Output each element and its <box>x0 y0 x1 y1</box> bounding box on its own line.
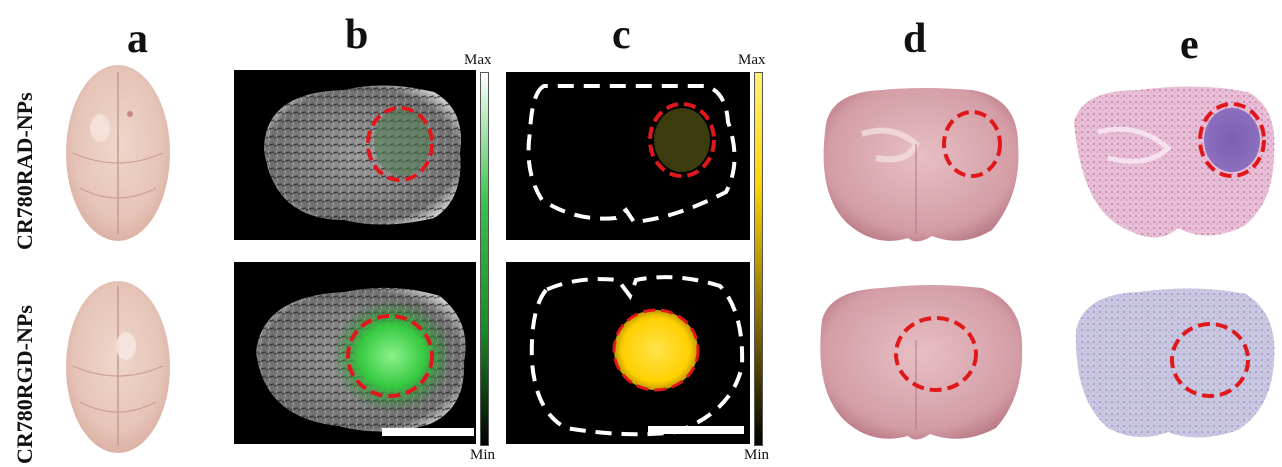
roi-circle <box>894 316 978 392</box>
column-label-d: d <box>903 16 927 62</box>
brain-slice-top <box>823 88 1019 242</box>
roi-circle <box>1170 322 1250 398</box>
colorbar-yellow-min: Min <box>744 447 770 463</box>
roi-circle <box>648 102 716 178</box>
brain-photo-top <box>66 65 170 241</box>
colorbar-yellow <box>754 72 763 446</box>
brain-boundary <box>526 84 737 225</box>
roi-circle <box>366 106 434 182</box>
row-label-bottom: CR780RGD-NPs <box>12 305 37 464</box>
roi-circle <box>1198 102 1266 178</box>
brain-photo-bottom <box>66 281 170 453</box>
mri-image-top <box>234 70 476 240</box>
column-label-e: e <box>1180 22 1199 68</box>
column-label-a: a <box>127 16 148 62</box>
fluorescence-image-bottom <box>506 262 750 444</box>
scale-bar <box>382 428 474 436</box>
row-label-top: CR780RAD-NPs <box>12 92 37 250</box>
mri-image-bottom <box>234 262 476 444</box>
roi-circle <box>612 308 700 392</box>
column-label-c: c <box>612 12 631 58</box>
brain-boundary <box>529 275 745 437</box>
scale-bar <box>648 426 744 434</box>
colorbar-yellow-max: Max <box>738 52 766 68</box>
fluorescence-image-top <box>506 72 750 240</box>
histology-slice-top <box>1074 86 1275 238</box>
brain-slice-bottom <box>820 285 1023 440</box>
roi-circle <box>942 110 1002 178</box>
colorbar-green-max: Max <box>464 52 492 68</box>
column-label-b: b <box>345 12 369 58</box>
colorbar-green <box>480 72 489 446</box>
histology-slice-bottom <box>1075 288 1275 438</box>
roi-circle <box>346 314 434 398</box>
colorbar-green-min: Min <box>470 447 496 463</box>
